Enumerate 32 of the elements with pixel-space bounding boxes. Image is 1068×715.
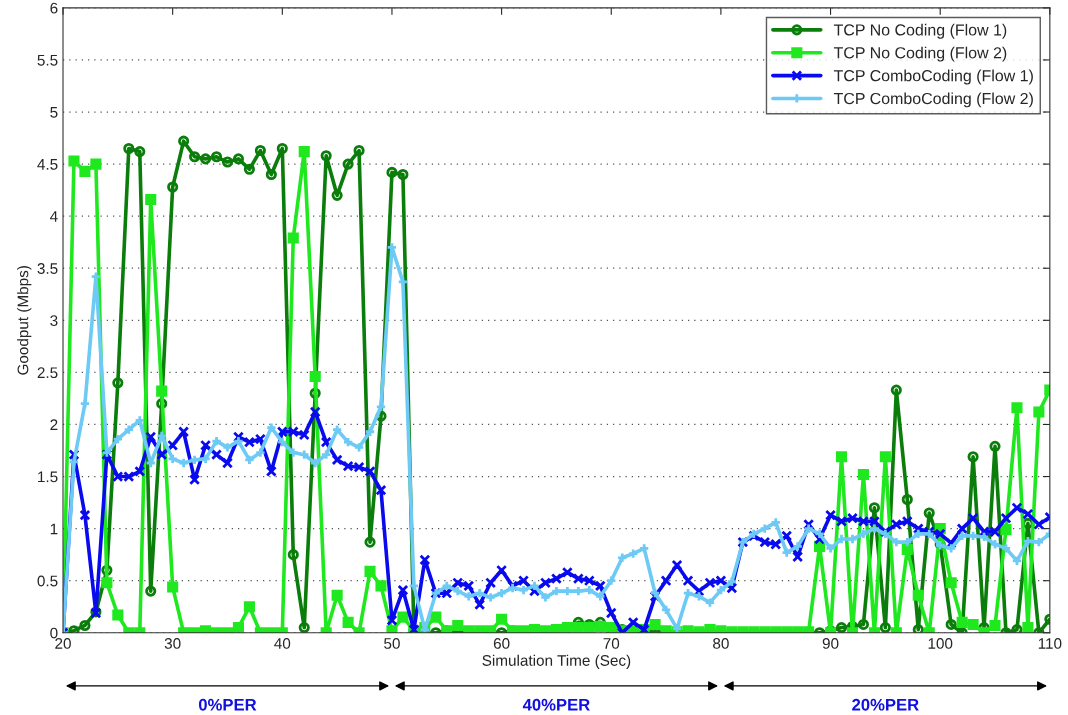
legend-label: TCP No Coding (Flow 2): [833, 46, 1007, 62]
x-tick-label: 110: [1038, 638, 1062, 649]
x-tick-label: 70: [603, 638, 620, 649]
legend-label: TCP ComboCoding (Flow 2): [833, 92, 1033, 108]
y-tick-label: 5: [50, 107, 58, 118]
y-tick-label: 2: [50, 419, 58, 431]
y-tick-label: 3.5: [37, 263, 58, 274]
y-tick-label: 1: [50, 523, 58, 535]
y-tick-label: 6: [50, 2, 58, 14]
x-axis-title: Simulation Time (Sec): [482, 654, 631, 669]
x-tick-label: 50: [384, 638, 400, 649]
x-tick-label: 80: [713, 638, 729, 649]
text: 40%PER: [522, 698, 590, 711]
y-tick-label: 5.5: [37, 54, 58, 66]
x-tick-label: 40: [274, 638, 291, 649]
x-tick-label: 20: [55, 638, 71, 649]
y-tick-label: 0: [50, 627, 58, 639]
x-tick-label: 100: [928, 638, 953, 649]
y-tick-label: 3: [50, 315, 58, 327]
legend-label: TCP No Coding (Flow 1): [833, 23, 1007, 39]
y-tick-label: 4: [50, 211, 58, 222]
y-tick-label: 4.5: [37, 159, 58, 170]
y-tick-label: 1.5: [38, 471, 58, 483]
y-tick-label: 0.5: [37, 575, 58, 587]
text: 0%PER: [198, 698, 257, 711]
y-axis-title: Goodput (Mbps): [17, 266, 32, 375]
legend-label: TCP ComboCoding (Flow 1): [833, 69, 1033, 85]
x-tick-label: 60: [493, 638, 510, 649]
y-tick-label: 2.5: [37, 367, 58, 379]
x-tick-label: 30: [164, 638, 181, 649]
text: 20%PER: [852, 698, 919, 711]
x-tick-label: 90: [822, 638, 839, 649]
